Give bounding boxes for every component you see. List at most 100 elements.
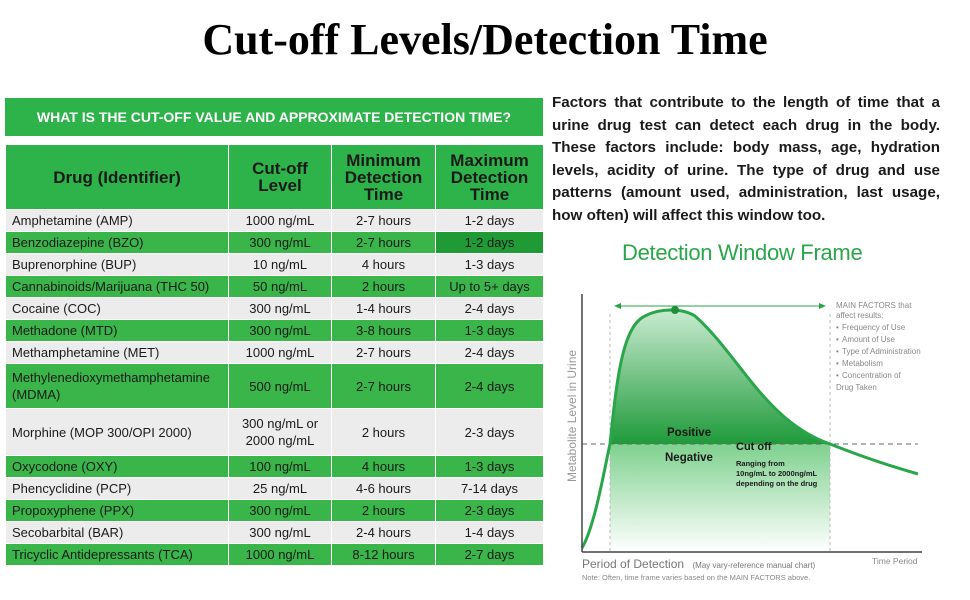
min-detection-cell: 4 hours xyxy=(331,455,436,478)
table-row: Phencyclidine (PCP) 25 ng/mL 4-6 hours 7-14… xyxy=(5,477,544,500)
drug-cell: Methadone (MTD) xyxy=(5,319,229,342)
factors-paragraph: Factors that contribute to the length of… xyxy=(552,94,940,224)
max-detection-cell: 1-3 days xyxy=(435,253,544,276)
table-row: Amphetamine (AMP) 1000 ng/mL 2-7 hours 1-2 … xyxy=(5,209,544,232)
cutoff-cell: 300 ng/mL xyxy=(228,521,332,544)
drug-cell: Buprenorphine (BUP) xyxy=(5,253,229,276)
window-span-right-head xyxy=(819,303,826,309)
table-row: Methamphetamine (MET) 1000 ng/mL 2-7 hours… xyxy=(5,341,544,364)
table-row: Oxycodone (OXY) 100 ng/mL 4 hours 1-3 days xyxy=(5,455,544,478)
cutoff-cell: 500 ng/mL xyxy=(228,363,332,409)
factor-bullet: • xyxy=(836,371,839,380)
drug-cell: Methamphetamine (MET) xyxy=(5,341,229,364)
min-detection-cell: 3-8 hours xyxy=(331,319,436,342)
cutoff-cell: 300 ng/mL or 2000 ng/mL xyxy=(228,408,332,456)
header-cutoff: Cut-off Level xyxy=(228,144,332,210)
table-row: Methadone (MTD) 300 ng/mL 3-8 hours 1-3 day… xyxy=(5,319,544,342)
factors-header-1: MAIN FACTORS that xyxy=(836,301,912,310)
max-detection-cell: 1-4 days xyxy=(435,521,544,544)
drug-cell: Methylenedioxymethamphetamine (MDMA) xyxy=(5,363,229,409)
negative-label: Negative xyxy=(665,452,713,464)
cutoff-cell: 25 ng/mL xyxy=(228,477,332,500)
factor-metabolism: Metabolism xyxy=(842,359,883,368)
max-detection-cell: Up to 5+ days xyxy=(435,275,544,298)
max-detection-cell: 2-4 days xyxy=(435,297,544,320)
detection-window-chart: Metabolite Level in Urine Positive Negat… xyxy=(565,294,922,582)
x-axis-end-label: Time Period xyxy=(872,556,918,566)
main-factors-list: MAIN FACTORS that affect results: • Freq… xyxy=(836,301,921,392)
cutoff-cell: 10 ng/mL xyxy=(228,253,332,276)
min-detection-cell: 1-4 hours xyxy=(331,297,436,320)
min-detection-cell: 2 hours xyxy=(331,408,436,456)
cutoff-cell: 300 ng/mL xyxy=(228,231,332,254)
factors-header-2: affect results: xyxy=(836,311,883,320)
cutoff-cell: 300 ng/mL xyxy=(228,297,332,320)
min-detection-cell: 2-7 hours xyxy=(331,363,436,409)
min-detection-cell: 2 hours xyxy=(331,275,436,298)
factor-bullet: • xyxy=(836,335,839,344)
y-axis-label: Metabolite Level in Urine xyxy=(565,350,579,482)
drug-cell: Oxycodone (OXY) xyxy=(5,455,229,478)
positive-area xyxy=(610,310,830,444)
min-detection-cell: 2 hours xyxy=(331,499,436,522)
negative-zone xyxy=(610,444,830,552)
peak-marker xyxy=(671,306,679,314)
range-line-3: depending on the drug xyxy=(736,479,818,488)
drug-cell: Tricyclic Antidepressants (TCA) xyxy=(5,543,229,566)
table-row: Cocaine (COC) 300 ng/mL 1-4 hours 2-4 days xyxy=(5,297,544,320)
max-detection-cell: 2-4 days xyxy=(435,363,544,409)
cutoff-label: Cut off xyxy=(736,441,772,453)
table-row: Methylenedioxymethamphetamine (MDMA) 500 … xyxy=(5,363,544,409)
table-row: Buprenorphine (BUP) 10 ng/mL 4 hours 1-3 da… xyxy=(5,253,544,276)
range-line-1: Ranging from xyxy=(736,459,785,468)
factor-bullet: • xyxy=(836,359,839,368)
min-detection-cell: 2-7 hours xyxy=(331,209,436,232)
min-detection-cell: 8-12 hours xyxy=(331,543,436,566)
factor-administration: Type of Administration xyxy=(842,347,921,356)
max-detection-cell: 2-7 days xyxy=(435,543,544,566)
table-row: Morphine (MOP 300/OPI 2000) 300 ng/mL or … xyxy=(5,408,544,456)
factor-concentration: Concentration of xyxy=(842,371,901,380)
drug-cell: Cocaine (COC) xyxy=(5,297,229,320)
drug-cell: Secobarbital (BAR) xyxy=(5,521,229,544)
factor-bullet: • xyxy=(836,347,839,356)
header-min-detection: Minimum Detection Time xyxy=(331,144,436,210)
x-axis-label: Period of Detection (May vary-reference … xyxy=(582,555,816,572)
cutoff-cell: 300 ng/mL xyxy=(228,499,332,522)
drug-cell: Phencyclidine (PCP) xyxy=(5,477,229,500)
detection-table: Drug (Identifier) Cut-off Level Minimum … xyxy=(5,144,544,566)
max-detection-cell: 2-4 days xyxy=(435,341,544,364)
factor-concentration-cont: Drug Taken xyxy=(836,383,877,392)
factor-amount: Amount of Use xyxy=(842,335,895,344)
header-max-detection: Maximum Detection Time xyxy=(435,144,544,210)
cutoff-cell: 300 ng/mL xyxy=(228,319,332,342)
table-row: Benzodiazepine (BZO) 300 ng/mL 2-7 hours 1-… xyxy=(5,231,544,254)
header-drug: Drug (Identifier) xyxy=(5,144,229,210)
drug-cell: Cannabinoids/Marijuana (THC 50) xyxy=(5,275,229,298)
range-line-2: 10ng/mL to 2000ng/mL xyxy=(736,469,818,478)
max-detection-cell: 2-3 days xyxy=(435,499,544,522)
chart-title: Detection Window Frame xyxy=(622,240,863,265)
window-span-left-head xyxy=(614,303,621,309)
x-axis-label-note: (May vary-reference manual chart) xyxy=(693,561,816,570)
max-detection-cell: 1-2 days xyxy=(435,209,544,232)
x-axis-label-main: Period of Detection xyxy=(582,557,684,571)
max-detection-cell: 1-3 days xyxy=(435,319,544,342)
min-detection-cell: 4-6 hours xyxy=(331,477,436,500)
max-detection-cell: 1-3 days xyxy=(435,455,544,478)
min-detection-cell: 4 hours xyxy=(331,253,436,276)
page-title: Cut-off Levels/Detection Time xyxy=(202,15,768,64)
table-row: Cannabinoids/Marijuana (THC 50) 50 ng/mL 2… xyxy=(5,275,544,298)
chart-footnote: Note: Often, time frame varies based on … xyxy=(582,573,810,582)
positive-label: Positive xyxy=(667,427,711,439)
max-detection-cell: 1-2 days xyxy=(435,231,544,254)
factor-frequency: Frequency of Use xyxy=(842,323,906,332)
factor-bullet: • xyxy=(836,323,839,332)
cutoff-cell: 50 ng/mL xyxy=(228,275,332,298)
drug-cell: Morphine (MOP 300/OPI 2000) xyxy=(5,408,229,456)
table-banner: WHAT IS THE CUT-OFF VALUE AND APPROXIMAT… xyxy=(5,98,543,136)
min-detection-cell: 2-4 hours xyxy=(331,521,436,544)
table-row: Secobarbital (BAR) 300 ng/mL 2-4 hours 1-4 … xyxy=(5,521,544,544)
max-detection-cell: 7-14 days xyxy=(435,477,544,500)
drug-cell: Propoxyphene (PPX) xyxy=(5,499,229,522)
